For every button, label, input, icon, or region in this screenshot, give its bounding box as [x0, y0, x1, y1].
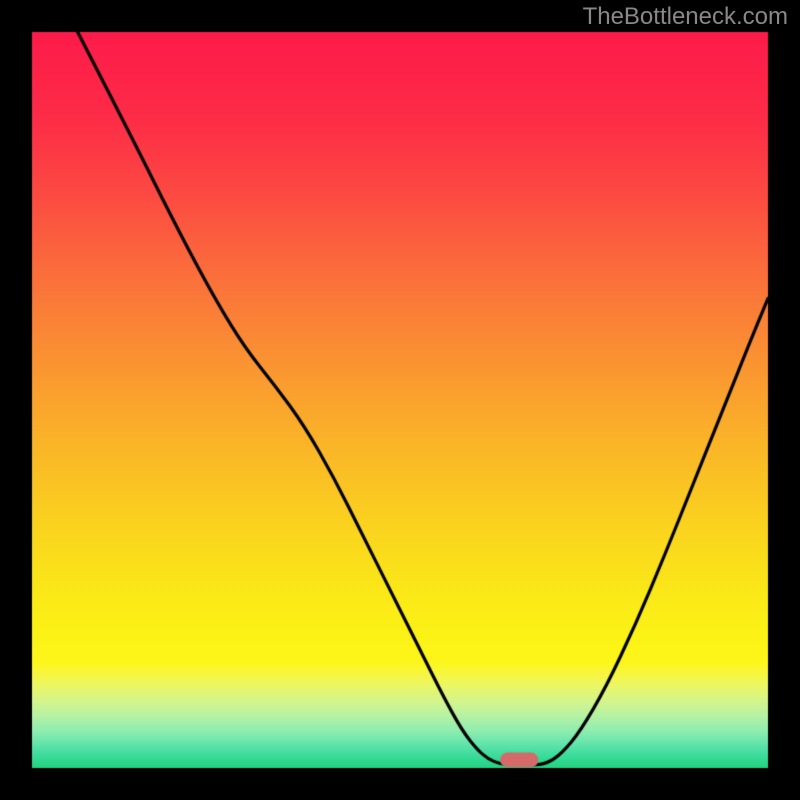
- bottleneck-chart-canvas: [0, 0, 800, 800]
- chart-stage: TheBottleneck.com: [0, 0, 800, 800]
- watermark-text: TheBottleneck.com: [583, 3, 788, 31]
